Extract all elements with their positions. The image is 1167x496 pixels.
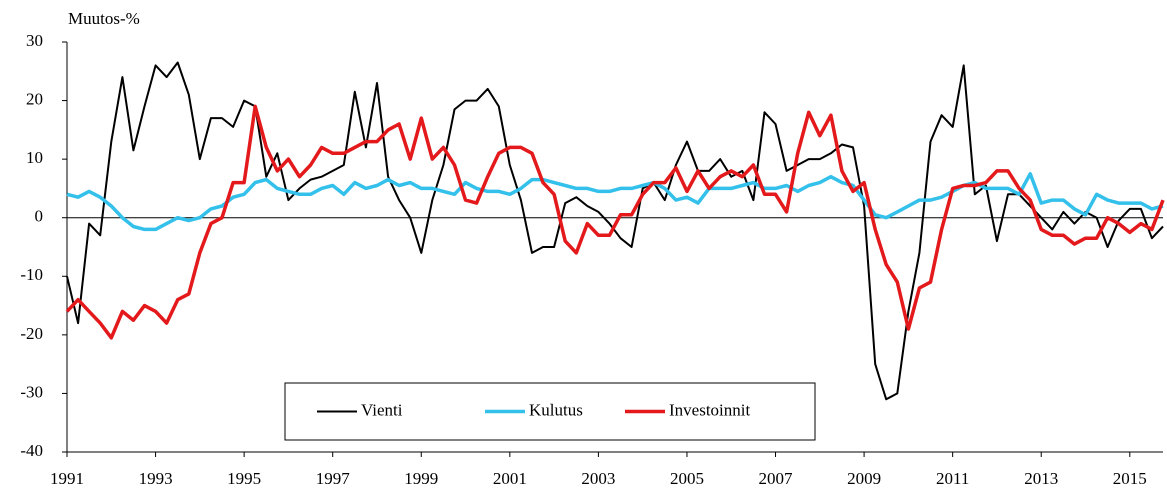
y-tick-label: 10 (26, 148, 43, 167)
series-line (66, 172, 1164, 232)
legend-box (284, 382, 816, 441)
y-tick-label: -40 (20, 441, 43, 460)
y-tick-label: 20 (26, 89, 43, 108)
legend-label: Vienti (361, 400, 403, 419)
x-tick-label: 1993 (139, 469, 173, 488)
x-tick-label: 2015 (1113, 469, 1147, 488)
y-tick-label: -20 (20, 324, 43, 343)
legend-label: Kulutus (529, 400, 583, 419)
x-tick-label: 2005 (670, 469, 704, 488)
x-tick-label: 2003 (581, 469, 615, 488)
y-axis-label: Muutos-% (68, 9, 140, 28)
x-tick-label: 1995 (227, 469, 261, 488)
series-line (65, 104, 1165, 340)
y-tick-label: -10 (20, 265, 43, 284)
x-tick-label: 2007 (759, 469, 794, 488)
x-tick-label: 2011 (936, 469, 969, 488)
x-tick-label: 1991 (50, 469, 84, 488)
x-tick-label: 1997 (316, 469, 351, 488)
y-tick-label: -30 (20, 382, 43, 401)
legend-label: Investoinnit (669, 400, 750, 419)
x-tick-label: 1999 (404, 469, 438, 488)
y-tick-label: 0 (35, 207, 44, 226)
x-tick-label: 2009 (847, 469, 881, 488)
series-line (66, 61, 1164, 401)
x-tick-label: 2001 (493, 469, 527, 488)
x-tick-label: 2013 (1024, 469, 1058, 488)
legend: Vienti Kulutus Investoinnit (284, 382, 816, 441)
y-tick-label: 30 (26, 31, 43, 50)
